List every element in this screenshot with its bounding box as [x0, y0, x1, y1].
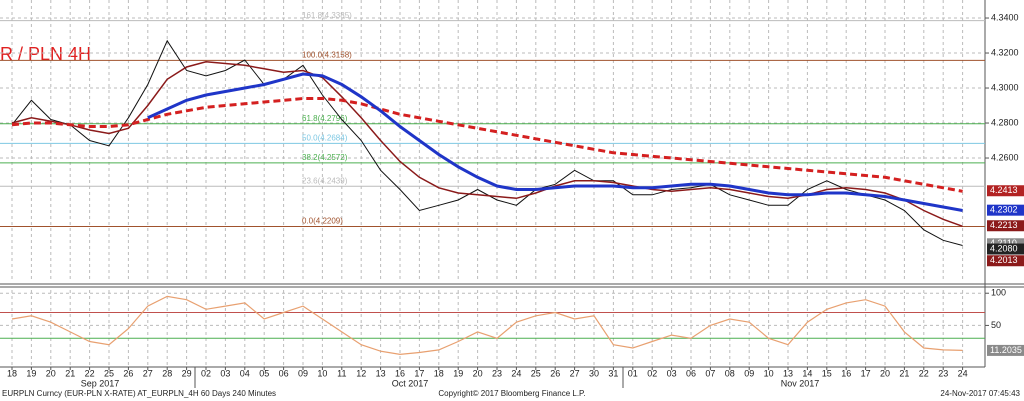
month-label: Sep 2017 [81, 378, 120, 388]
fib-label: 61.8(4.2796) [302, 114, 348, 123]
last-value-box [987, 220, 1024, 232]
y-tick-label: 4.3200 [991, 47, 1019, 57]
y-tick-label: 4.3400 [991, 12, 1019, 22]
x-tick-label: 26 [123, 368, 133, 378]
x-tick-label: 17 [414, 368, 424, 378]
x-tick-label: 19 [453, 368, 463, 378]
x-tick-label: 04 [240, 368, 250, 378]
x-tick-label: 13 [783, 368, 793, 378]
x-tick-label: 01 [628, 368, 638, 378]
last-value-box [987, 344, 1024, 356]
last-value-box [987, 255, 1024, 267]
x-tick-label: 18 [7, 368, 17, 378]
x-tick-label: 02 [201, 368, 211, 378]
series-line [11, 39, 963, 246]
y-tick-label: 50 [991, 320, 1001, 330]
x-tick-label: 17 [861, 368, 871, 378]
last-value-label: 4.2013 [990, 255, 1018, 265]
fib-label: 50.0(4.2684) [302, 133, 348, 142]
fib-label: 38.2(4.2572) [302, 153, 348, 162]
month-label: Oct 2017 [392, 378, 429, 388]
x-tick-label: 16 [841, 368, 851, 378]
x-tick-label: 27 [570, 368, 580, 378]
last-value-label: 4.2302 [990, 205, 1018, 215]
x-tick-label: 21 [65, 368, 75, 378]
x-tick-label: 15 [822, 368, 832, 378]
x-tick-label: 12 [356, 368, 366, 378]
last-value-label: 4.2413 [990, 185, 1018, 195]
x-tick-label: 02 [647, 368, 657, 378]
chart-title: R / PLN 4H [0, 44, 91, 64]
footer-left: EURPLN Curncy (EUR-PLN X-RATE) AT_EURPLN… [2, 389, 276, 398]
x-tick-label: 09 [298, 368, 308, 378]
x-tick-label: 23 [492, 368, 502, 378]
y-tick-label: 4.2800 [991, 117, 1019, 127]
last-value-label: 4.2213 [990, 220, 1018, 230]
series-line [147, 72, 963, 212]
fib-label: 100.0(4.3158) [302, 50, 352, 59]
x-tick-label: 26 [550, 368, 560, 378]
month-label: Nov 2017 [781, 378, 820, 388]
x-tick-label: 20 [473, 368, 483, 378]
x-tick-label: 25 [104, 368, 114, 378]
x-tick-label: 24 [511, 368, 521, 378]
x-tick-label: 30 [589, 368, 599, 378]
y-tick-label: 100 [991, 288, 1006, 298]
last-value-box [987, 204, 1024, 216]
y-tick-label: 4.3000 [991, 82, 1019, 92]
x-tick-label: 25 [531, 368, 541, 378]
x-tick-label: 09 [744, 368, 754, 378]
x-tick-label: 16 [395, 368, 405, 378]
x-tick-label: 13 [376, 368, 386, 378]
x-tick-label: 23 [938, 368, 948, 378]
x-tick-label: 10 [764, 368, 774, 378]
series-line [11, 295, 963, 356]
x-tick-label: 06 [279, 368, 289, 378]
x-tick-label: 22 [85, 368, 95, 378]
last-value-box [987, 185, 1024, 197]
x-tick-label: 22 [919, 368, 929, 378]
x-tick-label: 20 [46, 368, 56, 378]
fib-label: 23.6(4.2439) [302, 176, 348, 185]
footer-center: Copyright© 2017 Bloomberg Finance L.P. [438, 389, 585, 398]
last-value-label: 11.2035 [990, 345, 1022, 355]
x-tick-label: 27 [143, 368, 153, 378]
x-tick-label: 14 [802, 368, 812, 378]
x-tick-label: 24 [958, 368, 968, 378]
series-line [11, 97, 963, 193]
footer-right: 24-Nov-2017 07:45:43 [940, 389, 1020, 398]
x-tick-label: 10 [317, 368, 327, 378]
last-value-box [987, 243, 1024, 255]
last-value-label: 4.2080 [990, 243, 1018, 253]
x-tick-label: 18 [434, 368, 444, 378]
fib-label: 0.0(4.2209) [302, 217, 343, 226]
x-tick-label: 20 [880, 368, 890, 378]
x-tick-label: 05 [259, 368, 269, 378]
x-tick-label: 06 [686, 368, 696, 378]
x-tick-label: 21 [899, 368, 909, 378]
fib-label: 161.8(4.3385) [302, 11, 352, 20]
x-tick-label: 31 [608, 368, 618, 378]
last-value-label: 4.2110 [990, 238, 1017, 248]
x-tick-label: 08 [725, 368, 735, 378]
x-tick-label: 29 [182, 368, 192, 378]
x-tick-label: 07 [705, 368, 715, 378]
x-tick-label: 03 [667, 368, 677, 378]
y-tick-label: 4.2600 [991, 152, 1019, 162]
x-tick-label: 19 [26, 368, 36, 378]
x-tick-label: 28 [162, 368, 172, 378]
x-tick-label: 11 [337, 368, 346, 378]
x-tick-label: 03 [220, 368, 230, 378]
